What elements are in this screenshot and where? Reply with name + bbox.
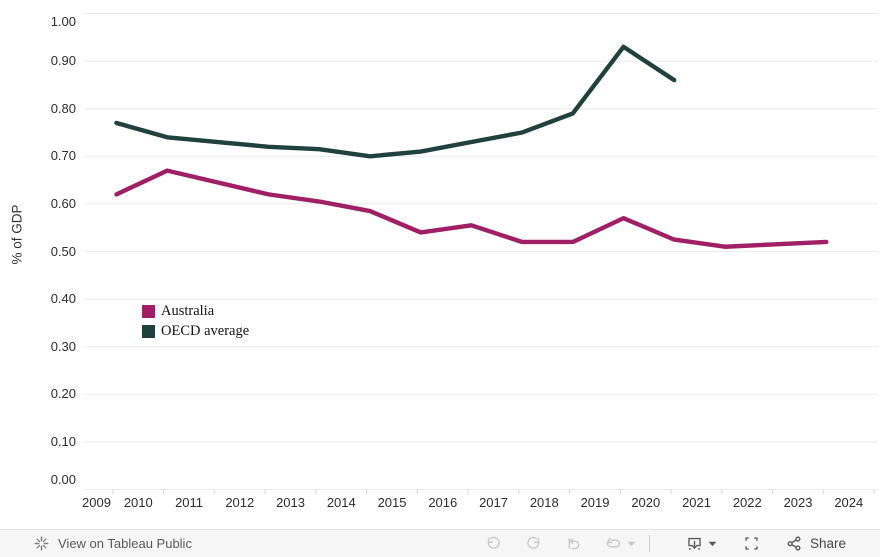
redo-button[interactable] — [525, 535, 542, 552]
y-axis-tick-label: 1.00 — [50, 13, 76, 29]
x-axis-tick-label: 2015 — [377, 495, 407, 510]
x-axis-tick-label: 2012 — [225, 495, 255, 510]
y-axis-tick-label: 0.40 — [50, 291, 76, 307]
x-axis-tick-label: 2023 — [783, 495, 813, 510]
refresh-button[interactable] — [605, 535, 622, 552]
undo-icon — [487, 536, 500, 549]
legend-item-australia[interactable]: Australia — [142, 301, 249, 321]
download-options-button[interactable] — [708, 541, 717, 547]
x-axis-tick-label: 2010 — [123, 495, 153, 510]
x-axis-tick-label: 2014 — [326, 495, 356, 510]
refresh-icon — [606, 537, 621, 548]
x-axis-tick-label: 2016 — [428, 495, 458, 510]
x-axis-tick-label: 2018 — [529, 495, 559, 510]
share-button-label: Share — [809, 536, 846, 551]
download-icon — [688, 537, 701, 550]
y-axis-tick-label: 0.10 — [50, 433, 76, 449]
caret-down-icon — [708, 541, 717, 546]
legend-label: Australia — [161, 302, 215, 319]
view-on-tableau-public-label: View on Tableau Public — [58, 536, 192, 551]
line-chart-canvas — [84, 13, 878, 494]
series-line-australia[interactable] — [114, 168, 829, 249]
y-axis-tick-label: 0.20 — [50, 386, 76, 402]
y-axis-tick-label: 0.60 — [50, 195, 76, 211]
x-axis-tick-label: 2024 — [834, 495, 864, 510]
legend: Australia OECD average — [142, 301, 249, 341]
y-axis-tick-label: 0.50 — [50, 243, 76, 259]
view-on-tableau-public-link[interactable]: View on Tableau Public — [33, 535, 192, 552]
share-button[interactable]: Share — [786, 535, 846, 552]
legend-item-oecd-average[interactable]: OECD average — [142, 321, 249, 341]
tableau-logo-icon — [34, 536, 49, 551]
x-axis-tick-label: 2017 — [479, 495, 508, 510]
reset-icon — [568, 538, 580, 550]
legend-swatch — [142, 304, 155, 318]
toolbar-divider — [648, 535, 650, 552]
tableau-toolbar: View on Tableau Public — [0, 529, 880, 557]
share-icon — [787, 536, 801, 551]
undo-button[interactable] — [485, 535, 502, 552]
legend-swatch — [142, 324, 155, 338]
x-axis-tick-label: 2011 — [175, 495, 204, 510]
legend-label: OECD average — [161, 322, 250, 339]
y-axis-tick-label: 0.80 — [50, 100, 76, 116]
x-axis-tick-label: 2019 — [580, 495, 610, 510]
y-axis-tick-label: 0.30 — [50, 338, 76, 354]
x-axis-tick-label: 2022 — [732, 495, 762, 510]
fullscreen-icon — [745, 537, 758, 550]
x-axis-tick-label: 2020 — [631, 495, 661, 510]
y-axis-tick-label: 0.00 — [50, 472, 76, 487]
x-axis-tick-label: 2021 — [682, 495, 711, 510]
y-axis-tick-label: 0.90 — [50, 53, 76, 69]
y-axis-tick-label: 0.70 — [50, 148, 76, 164]
redo-icon — [527, 536, 540, 549]
fullscreen-button[interactable] — [743, 535, 760, 552]
series-line-oecd-average[interactable] — [114, 44, 677, 159]
toolbar-buttons: Share — [485, 535, 846, 552]
reset-button[interactable] — [565, 535, 582, 552]
caret-down-icon — [627, 541, 636, 546]
download-button[interactable] — [686, 535, 703, 552]
x-axis-tick-label: 2009 — [82, 495, 111, 510]
tableau-viz: % of GDP 0.00 0.10 0.20 0.30 0.40 0.50 0.60 0.7… — [10, 13, 878, 510]
x-axis-tick-label: 2013 — [276, 495, 305, 510]
refresh-options-button[interactable] — [627, 541, 636, 547]
